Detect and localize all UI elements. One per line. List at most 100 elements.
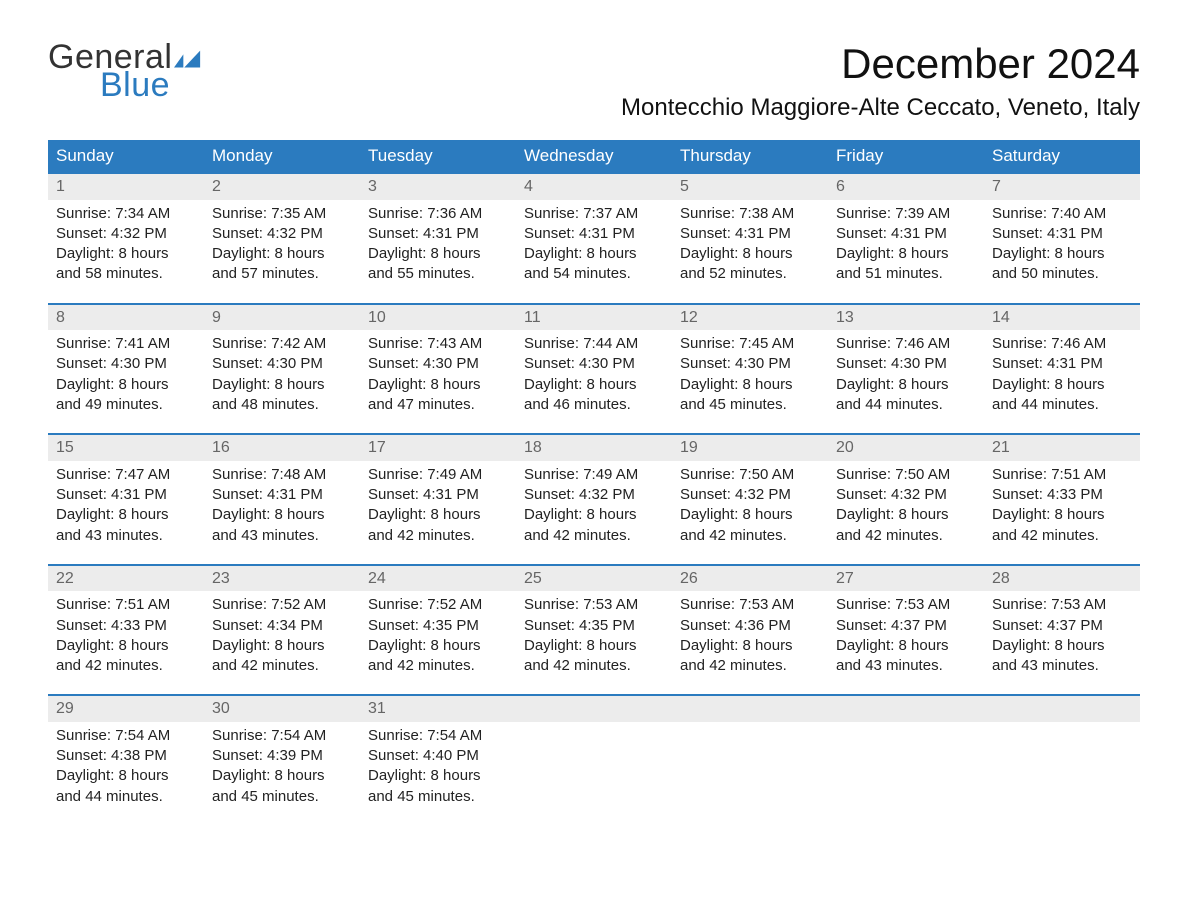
logo-flag-icon bbox=[174, 50, 202, 70]
day-number: 27 bbox=[828, 566, 984, 592]
day-d2: and 43 minutes. bbox=[992, 656, 1132, 676]
day-sunset: Sunset: 4:30 PM bbox=[368, 354, 508, 374]
day-d2: and 55 minutes. bbox=[368, 264, 508, 284]
day-number: 19 bbox=[672, 435, 828, 461]
title-block: December 2024 Montecchio Maggiore-Alte C… bbox=[621, 40, 1140, 122]
day-sunrise: Sunrise: 7:48 AM bbox=[212, 465, 352, 485]
day-sunrise: Sunrise: 7:51 AM bbox=[56, 595, 196, 615]
day-cell: 25Sunrise: 7:53 AMSunset: 4:35 PMDayligh… bbox=[516, 565, 672, 696]
day-number: 31 bbox=[360, 696, 516, 722]
day-number: 8 bbox=[48, 305, 204, 331]
day-d2: and 57 minutes. bbox=[212, 264, 352, 284]
page-header: General Blue December 2024 Montecchio Ma… bbox=[48, 40, 1140, 122]
day-number: 7 bbox=[984, 174, 1140, 200]
day-d2: and 42 minutes. bbox=[836, 526, 976, 546]
day-sunrise: Sunrise: 7:49 AM bbox=[524, 465, 664, 485]
day-sunrise: Sunrise: 7:38 AM bbox=[680, 204, 820, 224]
day-sunrise: Sunrise: 7:42 AM bbox=[212, 334, 352, 354]
day-cell: 5Sunrise: 7:38 AMSunset: 4:31 PMDaylight… bbox=[672, 173, 828, 304]
day-cell: 6Sunrise: 7:39 AMSunset: 4:31 PMDaylight… bbox=[828, 173, 984, 304]
day-sunset: Sunset: 4:32 PM bbox=[56, 224, 196, 244]
day-number: 3 bbox=[360, 174, 516, 200]
day-cell: 21Sunrise: 7:51 AMSunset: 4:33 PMDayligh… bbox=[984, 434, 1140, 565]
day-d1: Daylight: 8 hours bbox=[680, 244, 820, 264]
day-number: 2 bbox=[204, 174, 360, 200]
day-sunset: Sunset: 4:31 PM bbox=[56, 485, 196, 505]
day-sunset: Sunset: 4:34 PM bbox=[212, 616, 352, 636]
day-cell: 17Sunrise: 7:49 AMSunset: 4:31 PMDayligh… bbox=[360, 434, 516, 565]
day-sunset: Sunset: 4:30 PM bbox=[836, 354, 976, 374]
day-sunset: Sunset: 4:30 PM bbox=[56, 354, 196, 374]
day-number: 25 bbox=[516, 566, 672, 592]
day-cell: 26Sunrise: 7:53 AMSunset: 4:36 PMDayligh… bbox=[672, 565, 828, 696]
day-cell: 24Sunrise: 7:52 AMSunset: 4:35 PMDayligh… bbox=[360, 565, 516, 696]
day-number: 29 bbox=[48, 696, 204, 722]
week-row: 15Sunrise: 7:47 AMSunset: 4:31 PMDayligh… bbox=[48, 434, 1140, 565]
day-d1: Daylight: 8 hours bbox=[836, 636, 976, 656]
day-number: 28 bbox=[984, 566, 1140, 592]
day-sunrise: Sunrise: 7:40 AM bbox=[992, 204, 1132, 224]
day-sunset: Sunset: 4:31 PM bbox=[836, 224, 976, 244]
day-d2: and 42 minutes. bbox=[368, 526, 508, 546]
day-d1: Daylight: 8 hours bbox=[212, 636, 352, 656]
week-row: 29Sunrise: 7:54 AMSunset: 4:38 PMDayligh… bbox=[48, 695, 1140, 825]
day-d1: Daylight: 8 hours bbox=[524, 636, 664, 656]
day-d1: Daylight: 8 hours bbox=[212, 244, 352, 264]
day-d2: and 42 minutes. bbox=[680, 526, 820, 546]
day-d1: Daylight: 8 hours bbox=[524, 244, 664, 264]
day-cell: 9Sunrise: 7:42 AMSunset: 4:30 PMDaylight… bbox=[204, 304, 360, 435]
day-sunrise: Sunrise: 7:54 AM bbox=[56, 726, 196, 746]
day-sunset: Sunset: 4:35 PM bbox=[368, 616, 508, 636]
day-number: 26 bbox=[672, 566, 828, 592]
day-sunset: Sunset: 4:37 PM bbox=[836, 616, 976, 636]
day-d2: and 44 minutes. bbox=[836, 395, 976, 415]
day-d1: Daylight: 8 hours bbox=[368, 766, 508, 786]
day-d2: and 52 minutes. bbox=[680, 264, 820, 284]
day-cell: 31Sunrise: 7:54 AMSunset: 4:40 PMDayligh… bbox=[360, 695, 516, 825]
day-number: 11 bbox=[516, 305, 672, 331]
day-sunset: Sunset: 4:31 PM bbox=[368, 485, 508, 505]
day-d2: and 42 minutes. bbox=[368, 656, 508, 676]
day-d2: and 43 minutes. bbox=[56, 526, 196, 546]
day-sunset: Sunset: 4:33 PM bbox=[56, 616, 196, 636]
day-sunrise: Sunrise: 7:53 AM bbox=[680, 595, 820, 615]
day-header-row: SundayMondayTuesdayWednesdayThursdayFrid… bbox=[48, 140, 1140, 173]
day-number: 5 bbox=[672, 174, 828, 200]
day-number: 16 bbox=[204, 435, 360, 461]
day-d2: and 50 minutes. bbox=[992, 264, 1132, 284]
week-row: 8Sunrise: 7:41 AMSunset: 4:30 PMDaylight… bbox=[48, 304, 1140, 435]
day-sunset: Sunset: 4:37 PM bbox=[992, 616, 1132, 636]
day-cell: 16Sunrise: 7:48 AMSunset: 4:31 PMDayligh… bbox=[204, 434, 360, 565]
day-d1: Daylight: 8 hours bbox=[56, 766, 196, 786]
day-d1: Daylight: 8 hours bbox=[56, 505, 196, 525]
day-sunrise: Sunrise: 7:52 AM bbox=[212, 595, 352, 615]
day-sunset: Sunset: 4:31 PM bbox=[992, 224, 1132, 244]
day-number-empty bbox=[516, 696, 672, 722]
day-sunset: Sunset: 4:32 PM bbox=[836, 485, 976, 505]
day-d1: Daylight: 8 hours bbox=[56, 375, 196, 395]
day-sunset: Sunset: 4:32 PM bbox=[680, 485, 820, 505]
day-sunrise: Sunrise: 7:50 AM bbox=[680, 465, 820, 485]
week-row: 22Sunrise: 7:51 AMSunset: 4:33 PMDayligh… bbox=[48, 565, 1140, 696]
day-header: Wednesday bbox=[516, 140, 672, 173]
day-sunset: Sunset: 4:39 PM bbox=[212, 746, 352, 766]
day-header: Thursday bbox=[672, 140, 828, 173]
day-sunrise: Sunrise: 7:52 AM bbox=[368, 595, 508, 615]
day-d1: Daylight: 8 hours bbox=[212, 766, 352, 786]
day-d1: Daylight: 8 hours bbox=[524, 505, 664, 525]
day-d1: Daylight: 8 hours bbox=[524, 375, 664, 395]
day-d2: and 42 minutes. bbox=[524, 526, 664, 546]
day-sunset: Sunset: 4:31 PM bbox=[992, 354, 1132, 374]
day-number: 20 bbox=[828, 435, 984, 461]
day-number-empty bbox=[672, 696, 828, 722]
week-row: 1Sunrise: 7:34 AMSunset: 4:32 PMDaylight… bbox=[48, 173, 1140, 304]
day-sunrise: Sunrise: 7:46 AM bbox=[836, 334, 976, 354]
day-d2: and 51 minutes. bbox=[836, 264, 976, 284]
day-cell: 14Sunrise: 7:46 AMSunset: 4:31 PMDayligh… bbox=[984, 304, 1140, 435]
day-cell: 19Sunrise: 7:50 AMSunset: 4:32 PMDayligh… bbox=[672, 434, 828, 565]
day-cell: 3Sunrise: 7:36 AMSunset: 4:31 PMDaylight… bbox=[360, 173, 516, 304]
day-cell bbox=[672, 695, 828, 825]
day-d1: Daylight: 8 hours bbox=[836, 505, 976, 525]
day-cell: 18Sunrise: 7:49 AMSunset: 4:32 PMDayligh… bbox=[516, 434, 672, 565]
day-sunset: Sunset: 4:31 PM bbox=[524, 224, 664, 244]
